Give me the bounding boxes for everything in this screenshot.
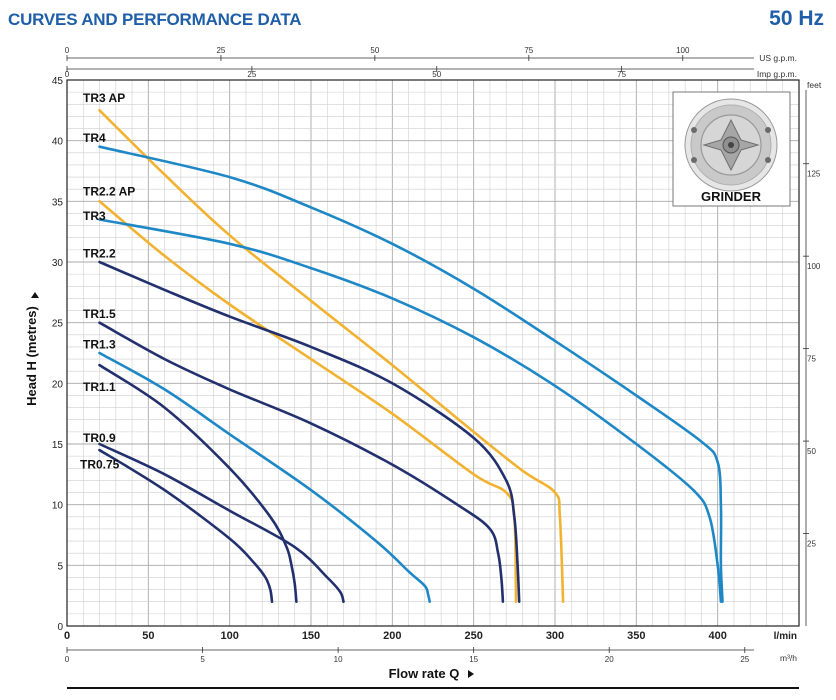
usgpm-tick-label: 25 <box>216 46 225 55</box>
impgpm-tick-label: 50 <box>432 70 441 79</box>
curves <box>98 109 724 603</box>
y-axis-arrow-icon <box>31 292 39 298</box>
usgpm-tick-label: 0 <box>65 46 70 55</box>
inset-label: GRINDER <box>701 189 762 204</box>
m3h-unit-label: m³/h <box>780 653 797 663</box>
frequency-label: 50 Hz <box>769 7 824 30</box>
curve-label-tr3: TR3 <box>83 209 106 223</box>
x-tick-label: 350 <box>627 630 645 642</box>
feet-tick-label: 50 <box>807 447 816 456</box>
curve-label-tr0-9: TR0.9 <box>83 431 116 445</box>
x-tick-label: 300 <box>546 630 564 642</box>
usgpm-unit-label: US g.p.m. <box>759 53 797 63</box>
y-tick-label: 20 <box>52 379 64 390</box>
y-axis-label: Head H (metres) <box>24 306 39 406</box>
impgpm-tick-label: 75 <box>617 70 626 79</box>
curve-label-tr2-2-ap: TR2.2 AP <box>83 185 135 199</box>
impgpm-tick-label: 0 <box>65 70 70 79</box>
curve-tr0-9 <box>98 442 345 603</box>
m3h-tick-label: 25 <box>740 655 749 664</box>
axis-labels: Flow rate Q Head H (metres) <box>24 292 474 681</box>
m3h-tick-label: 0 <box>65 655 70 664</box>
curve-tr3 <box>98 218 723 603</box>
curve-label-tr1-1: TR1.1 <box>83 380 116 394</box>
x-axis-label: Flow rate Q <box>389 666 460 681</box>
feet-tick-label: 100 <box>807 262 821 271</box>
m3h-tick-label: 15 <box>469 655 478 664</box>
y-tick-label: 35 <box>52 197 64 208</box>
grinder-impeller-icon <box>684 98 778 192</box>
x-tick-label: 0 <box>64 630 70 642</box>
bottom-rule <box>67 687 799 689</box>
y-tick-label: 15 <box>52 440 64 451</box>
x-axis-arrow-icon <box>468 670 474 678</box>
feet-unit-label: feet <box>807 80 822 90</box>
impgpm-unit-label: Imp g.p.m. <box>757 69 797 79</box>
y-tick-label: 10 <box>52 501 64 512</box>
curve-labels: TR3 AP TR4 TR2.2 AP TR3 TR2.2 TR1.5 TR1.3 TR1.1… <box>80 91 135 471</box>
usgpm-tick-label: 50 <box>370 46 379 55</box>
m3h-tick-label: 10 <box>334 655 343 664</box>
usgpm-tick-label: 75 <box>524 46 533 55</box>
curve-tr1-1 <box>98 363 298 603</box>
curve-label-tr2-2: TR2.2 <box>83 247 116 261</box>
y-tick-label: 40 <box>52 137 64 148</box>
y-tick-label: 0 <box>57 622 63 633</box>
plot-frame <box>66 79 800 627</box>
grinder-inset: GRINDER <box>672 91 791 207</box>
curve-tr2-2-ap <box>98 200 518 603</box>
impgpm-tick-label: 25 <box>247 70 256 79</box>
curve-label-tr1-3: TR1.3 <box>83 338 116 352</box>
curve-tr1-3 <box>98 351 431 603</box>
x-tick-label: 200 <box>383 630 401 642</box>
feet-tick-label: 125 <box>807 170 821 179</box>
y-tick-label: 25 <box>52 319 64 330</box>
x-tick-label: 100 <box>220 630 238 642</box>
curve-tr2-2 <box>98 260 521 603</box>
x-unit-label: l/min <box>774 631 797 642</box>
curve-label-tr3-ap: TR3 AP <box>83 91 125 105</box>
x-tick-label: 150 <box>302 630 320 642</box>
page-title: CURVES AND PERFORMANCE DATA <box>8 10 302 29</box>
curve-tr4 <box>98 145 724 603</box>
curve-label-tr1-5: TR1.5 <box>83 307 116 321</box>
curve-tr1-5 <box>98 321 505 603</box>
m3h-tick-label: 20 <box>605 655 614 664</box>
feet-tick-label: 25 <box>807 540 816 549</box>
y-tick-label: 45 <box>52 76 64 87</box>
y-tick-label: 30 <box>52 258 64 269</box>
axes <box>66 55 809 653</box>
x-tick-label: 250 <box>464 630 482 642</box>
curve-tr0-75 <box>98 448 274 603</box>
m3h-tick-label: 5 <box>200 655 205 664</box>
tick-labels: 0 50 100 150 200 250 300 350 400 l/min05101520253… <box>52 46 822 664</box>
curve-label-tr4: TR4 <box>83 131 106 145</box>
usgpm-tick-label: 100 <box>676 46 690 55</box>
x-tick-label: 400 <box>708 630 726 642</box>
y-tick-label: 5 <box>57 561 63 572</box>
feet-tick-label: 75 <box>807 355 816 364</box>
x-tick-label: 50 <box>142 630 154 642</box>
curve-tr3-ap <box>98 109 565 603</box>
curve-label-tr0-75: TR0.75 <box>80 458 120 472</box>
